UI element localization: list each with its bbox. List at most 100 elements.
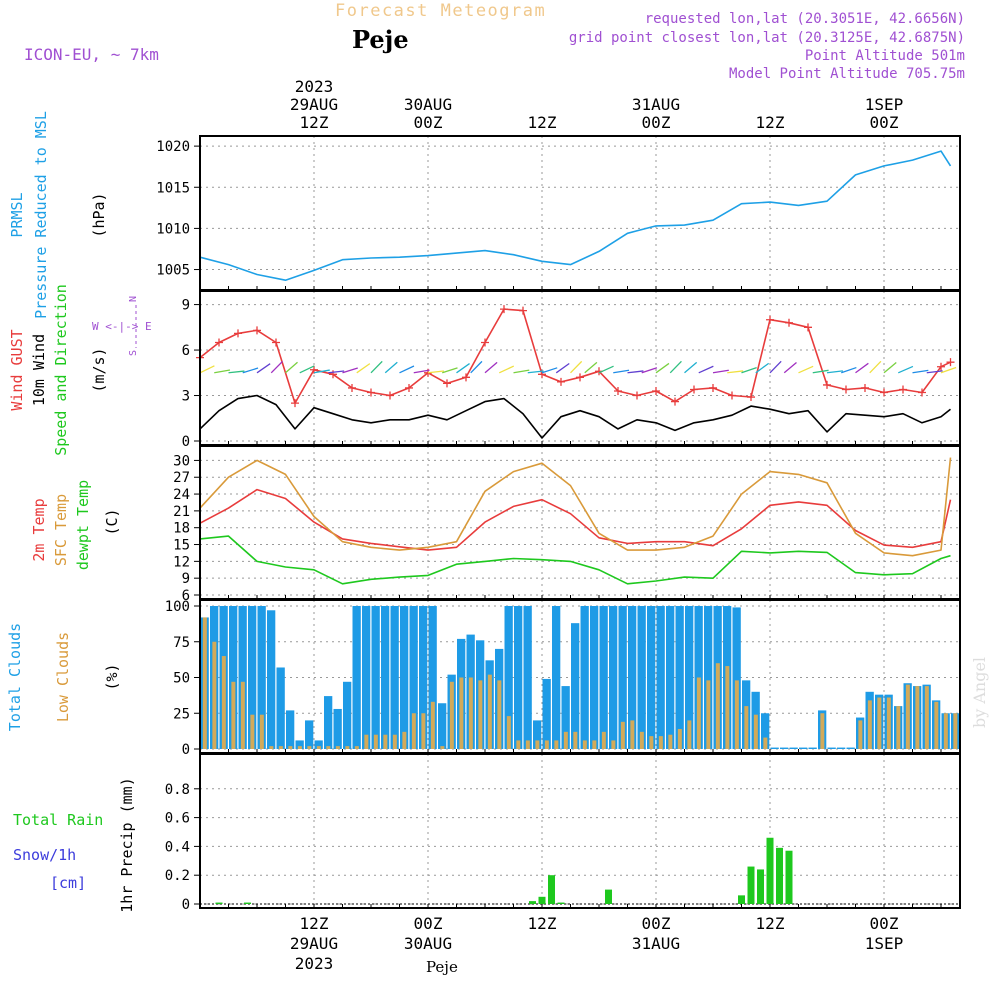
low-cloud-bar [354,746,359,749]
gust-marker [253,326,261,335]
chart-title: Forecast Meteogram [335,1,546,21]
axis-layer: 1005101010151020036969121518212427300255… [156,77,961,973]
total-cloud-bar [504,606,513,749]
total-cloud-bar [685,606,694,749]
gust-marker [709,383,717,392]
gust-marker [272,338,280,347]
total-cloud-bar [419,606,428,749]
top-time-label: 12Z [528,113,557,132]
total-cloud-bar [656,606,665,749]
clouds-ytick-label: 100 [165,599,190,615]
low-cloud-bar [734,680,739,749]
total-cloud-bar [276,667,285,749]
total-cloud-bar [514,606,523,749]
top-time-label: 29AUG [290,95,338,114]
pressure-desc-label: Pressure Reduced to MSL [32,111,50,319]
top-time-label: 31AUG [632,95,680,114]
model-label: ICON-EU, ~ 7km [24,45,159,64]
pressure-line [199,150,952,282]
low-cloud-bar [411,713,416,749]
t2m-label: 2m Temp [30,498,48,561]
low-cloud-bar [953,713,958,749]
wind-arrow [798,365,814,374]
top-time-label: 30AUG [404,95,452,114]
rain-bar [538,896,546,904]
low-cloud-bar [231,681,236,749]
low-cloud-bar [915,686,920,749]
gust-marker [614,386,622,395]
total-cloud-bar [580,606,589,749]
total-cloud-bar [846,747,855,749]
low-cloud-bar [639,731,644,749]
total-cloud-bar [305,720,314,749]
low-cloud-bar [725,666,730,749]
wind-line [199,394,951,439]
gust-marker [443,379,451,388]
total-cloud-bar [561,686,570,749]
wind-arrow [570,360,583,374]
low-cloud-bar [877,697,882,749]
wind-arrow [199,365,215,374]
gust-marker [690,385,698,394]
low-cloud-bar [924,686,929,749]
wind-arrow [285,361,298,374]
gust-marker [633,391,641,400]
total-cloud-bar [647,606,656,749]
low-cloud-bar [345,746,350,749]
total-cloud-bar [780,747,789,749]
wind-arrow [498,365,515,374]
sfc-temp-line [199,457,952,557]
total-cloud-bar [637,606,646,749]
low-cloud-bar [744,706,749,749]
low-cloud-bar [326,746,331,749]
grid-coords: grid point closest lon,lat (20.3125E, 42… [569,30,965,46]
total-cloud-bar [609,606,618,749]
low-cloud-bar [535,740,540,749]
total-cloud-bar [409,606,418,749]
wind-arrow [313,369,330,374]
panel-labels: PRMSL Pressure Reduced to MSL (hPa) Wind… [6,111,152,913]
low-cloud-bar [820,713,825,749]
model-altitude: Model Point Altitude 705.75m [729,66,965,82]
low-cloud-bar [763,737,768,749]
low-cloud-bar [316,746,321,749]
wind-arrow [513,369,530,374]
low-cloud-bar [335,746,340,749]
rain-bar [605,889,612,904]
rain-bar [776,847,783,904]
total-cloud-bar [732,607,741,749]
total-cloud-bar [523,606,532,749]
temperature-ytick-label: 18 [173,521,190,537]
pressure-frame [199,135,961,291]
low-cloud-bar [373,734,378,749]
gust-marker [234,329,242,338]
low-cloud-bar [516,740,521,749]
low-cloud-bar [753,714,758,749]
total-cloud-bar [827,747,836,749]
gust-marker [576,373,584,382]
location-title: Peje [352,25,409,54]
low-cloud-bar [905,684,910,749]
low-cloud-bar [706,680,711,749]
wind-arrow [783,361,797,374]
wind-arrow [897,365,914,374]
total-clouds-label: Total Clouds [6,623,24,731]
total-cloud-bar [761,713,770,749]
gust-marker [462,373,470,382]
wind-arrow [427,370,444,374]
precip-ytick-label: 0.2 [165,868,190,884]
wind-arrow [484,361,498,374]
wind-arrow [841,366,857,374]
low-cloud-bar [402,731,407,749]
wind-arrow [912,369,929,374]
temperature-ytick-label: 15 [173,538,190,554]
low-cloud-bar [288,746,293,749]
top-time-label: 00Z [414,113,443,132]
wind-arrow [712,369,729,374]
gust-marker [386,391,394,400]
temperature-ytick-label: 30 [173,453,190,469]
total-cloud-bar [571,623,580,749]
bottom-time-label: 2023 [295,954,334,973]
wind-arrow [541,367,558,374]
gust-marker [557,377,565,386]
